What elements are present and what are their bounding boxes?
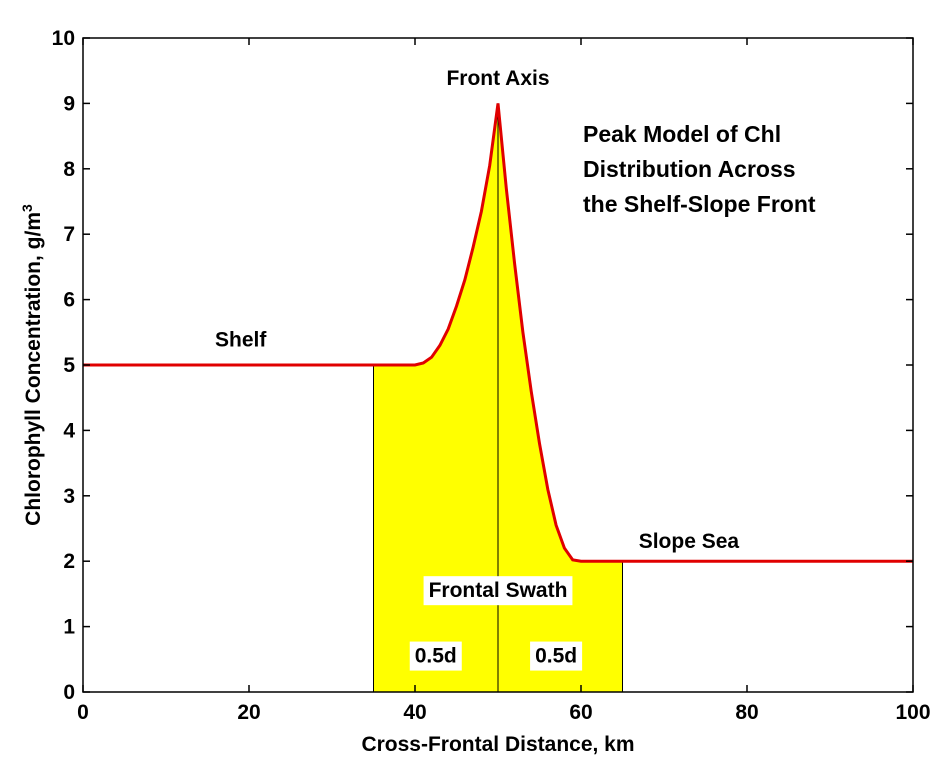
chart-title-line-3: the Shelf-Slope Front: [583, 191, 816, 217]
boxed-label-text: Frontal Swath: [429, 579, 568, 602]
annotations: Shelf Front Axis Slope Sea: [215, 67, 739, 553]
boxed-label-background: [423, 576, 573, 606]
chlorophyll-line: [83, 103, 913, 563]
chart-title-line-2: Distribution Across: [583, 156, 796, 182]
y-tick-label: 6: [63, 289, 75, 312]
y-tick-label: 10: [52, 27, 75, 50]
y-axis-title-main: Chlorophyll Concentration, g/m: [22, 212, 45, 526]
boxed-label: Frontal Swath: [423, 576, 573, 606]
x-tick-label: 0: [77, 701, 89, 724]
x-axis-title: Cross-Frontal Distance, km: [361, 733, 634, 756]
chart-title: Peak Model of Chl Distribution Across th…: [583, 121, 816, 217]
boxed-label-background: [409, 641, 462, 671]
y-axis-title-superscript: 3: [19, 204, 35, 212]
y-tick-label: 5: [63, 354, 75, 377]
y-tick-label: 7: [63, 223, 75, 246]
y-tick-label: 8: [63, 158, 75, 181]
y-tick-label: 9: [63, 92, 75, 115]
x-tick-label: 80: [735, 701, 758, 724]
y-tick-label: 1: [63, 616, 75, 639]
y-tick-label: 3: [63, 485, 75, 508]
boxed-label: 0.5d: [409, 641, 462, 671]
x-tick-label: 20: [237, 701, 260, 724]
annotation-label: Shelf: [215, 329, 267, 352]
y-axis-title: Chlorophyll Concentration, g/m3: [19, 204, 45, 526]
boxed-labels: Frontal Swath 0.5d 0.5d: [409, 576, 583, 671]
y-tick-label: 0: [63, 681, 75, 704]
y-tick-label: 2: [63, 550, 75, 573]
x-tick-label: 60: [569, 701, 592, 724]
boxed-label-text: 0.5d: [535, 645, 577, 668]
x-tick-label: 100: [895, 701, 930, 724]
annotation-label: Front Axis: [446, 67, 549, 90]
annotation-label: Slope Sea: [639, 530, 740, 553]
x-axis-ticks: 0 20 40 60 80 100: [77, 38, 931, 724]
boxed-label-background: [530, 641, 583, 671]
y-tick-label: 4: [63, 419, 75, 442]
y-axis-ticks: 0 1 2 3 4 5 6 7 8 9 10: [52, 27, 913, 704]
boxed-label-text: 0.5d: [415, 645, 457, 668]
chart-title-line-1: Peak Model of Chl: [583, 121, 781, 147]
boxed-label: 0.5d: [530, 641, 583, 671]
x-tick-label: 40: [403, 701, 426, 724]
